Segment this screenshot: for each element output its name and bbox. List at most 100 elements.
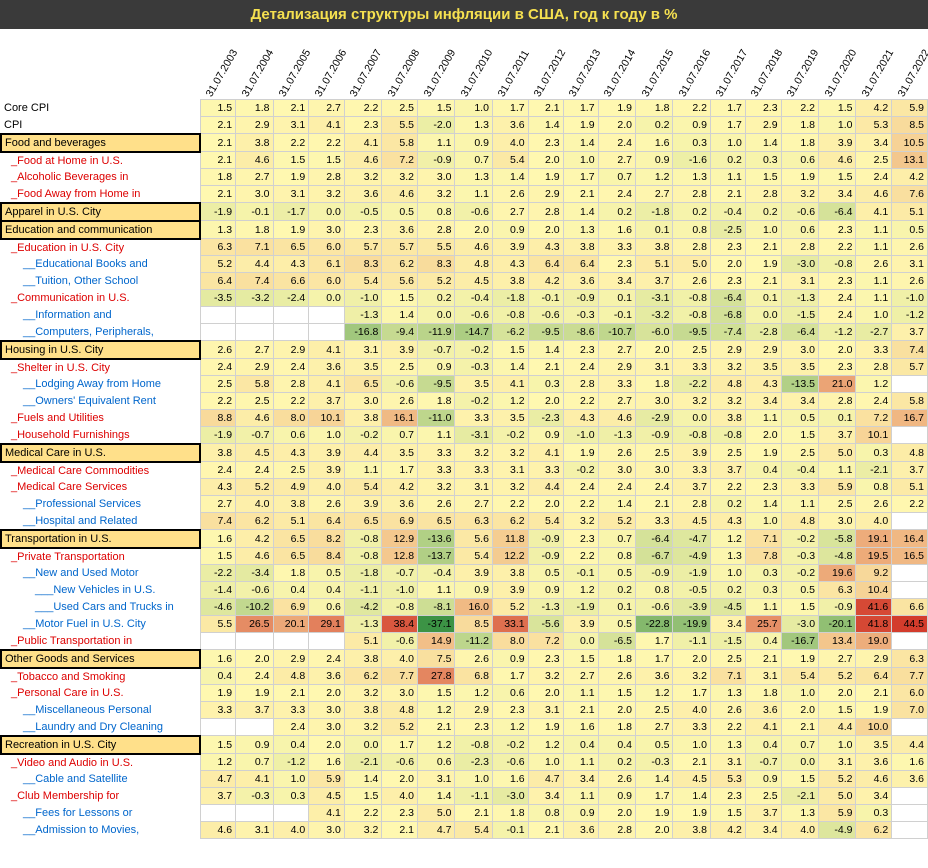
cell: 41.8	[856, 616, 892, 633]
cell: 4.4	[892, 736, 928, 754]
cell: 2.8	[673, 496, 710, 513]
row-label: __Owners' Equivalent Rent	[1, 393, 200, 410]
cell: 2.8	[598, 822, 635, 839]
cell: 1.8	[598, 650, 635, 668]
table-row: Housing in U.S. City2.62.72.94.13.13.9-0…	[1, 341, 928, 359]
row-label: _Communication in U.S.	[1, 290, 200, 307]
cell: 3.3	[636, 513, 673, 530]
cell: 2.1	[382, 822, 418, 839]
cell: -14.7	[455, 324, 492, 341]
row-label: _Club Membership for	[1, 788, 200, 805]
cell: 3.2	[492, 444, 528, 462]
cell: 2.7	[236, 169, 273, 186]
cell: 1.2	[636, 685, 673, 702]
cell: 3.2	[673, 393, 710, 410]
cell: -1.2	[273, 754, 309, 771]
year-header: 31.07.2018	[745, 29, 781, 100]
cell: 1.8	[418, 393, 455, 410]
cell	[892, 788, 928, 805]
cell: 4.1	[528, 444, 563, 462]
cell: 16.1	[382, 410, 418, 427]
table-row: _Medical Care Commodities2.42.42.53.91.1…	[1, 462, 928, 479]
cell: 2.6	[673, 273, 710, 290]
cell: 2.6	[856, 256, 892, 273]
cell: 1.5	[819, 100, 856, 117]
cell: 4.5	[455, 273, 492, 290]
cell: 2.0	[710, 256, 745, 273]
cell: -0.8	[382, 599, 418, 616]
cell: 3.2	[673, 668, 710, 685]
cell: 1.5	[819, 169, 856, 186]
cell: 1.6	[309, 754, 345, 771]
cell: 3.0	[309, 822, 345, 839]
cell: -0.3	[781, 548, 818, 565]
cell: 4.4	[819, 719, 856, 736]
cell: 4.0	[673, 702, 710, 719]
cell: -6.4	[819, 203, 856, 221]
cell: 41.6	[856, 599, 892, 616]
cell: 2.1	[418, 719, 455, 736]
cell: 2.0	[636, 341, 673, 359]
cell: 1.4	[344, 771, 381, 788]
cell: -0.6	[455, 307, 492, 324]
cell: -1.9	[200, 203, 235, 221]
cell: 6.8	[455, 668, 492, 685]
cell: 2.6	[598, 771, 635, 788]
cell: 3.0	[598, 462, 635, 479]
cell	[200, 719, 235, 736]
cell: 3.9	[309, 444, 345, 462]
cell: -0.7	[382, 565, 418, 582]
cell: 3.6	[856, 754, 892, 771]
cell: 4.1	[856, 203, 892, 221]
cell: -10.2	[236, 599, 273, 616]
cell: 1.9	[528, 719, 563, 736]
cell: -0.2	[492, 736, 528, 754]
cell: 1.2	[710, 530, 745, 548]
cell: 1.3	[455, 169, 492, 186]
cell: 0.3	[273, 788, 309, 805]
row-label: _Medical Care Commodities	[1, 462, 200, 479]
cell: -3.5	[200, 290, 235, 307]
cell: 5.3	[856, 117, 892, 134]
cell: -19.9	[673, 616, 710, 633]
cell: 2.8	[745, 186, 781, 203]
cell: 2.8	[856, 359, 892, 376]
cell: 0.5	[528, 565, 563, 582]
cell: 4.0	[781, 822, 818, 839]
cell: 3.8	[344, 702, 381, 719]
cell: 2.0	[309, 685, 345, 702]
cell: 2.5	[382, 359, 418, 376]
cell: 4.5	[673, 771, 710, 788]
cell	[892, 582, 928, 599]
cell: 0.2	[418, 290, 455, 307]
cell: 4.6	[236, 410, 273, 427]
cell: 6.5	[344, 376, 381, 393]
cell: 3.7	[892, 324, 928, 341]
cell: 1.4	[528, 341, 563, 359]
cell: 6.6	[273, 273, 309, 290]
cell: 11.8	[492, 530, 528, 548]
cell	[273, 805, 309, 822]
cell: 1.8	[200, 169, 235, 186]
cell: 2.4	[598, 134, 635, 152]
cell: -2.8	[745, 324, 781, 341]
cell: 1.4	[382, 307, 418, 324]
cell: -1.2	[819, 324, 856, 341]
cell: 0.9	[528, 427, 563, 444]
cell: 2.8	[273, 376, 309, 393]
year-header: 31.07.2022	[892, 29, 928, 100]
cell: -0.6	[781, 203, 818, 221]
cell: 2.2	[673, 100, 710, 117]
cell: 2.7	[598, 393, 635, 410]
row-label: _Medical Care Services	[1, 479, 200, 496]
cell: 16.5	[892, 548, 928, 565]
cell: 0.4	[563, 736, 598, 754]
cell: -0.8	[673, 290, 710, 307]
cell: 0.9	[673, 117, 710, 134]
cell: -0.9	[418, 152, 455, 169]
cell: -2.0	[418, 117, 455, 134]
cell: 3.8	[344, 410, 381, 427]
cell: 6.2	[382, 256, 418, 273]
cell: 0.9	[492, 650, 528, 668]
cell: -13.5	[781, 376, 818, 393]
